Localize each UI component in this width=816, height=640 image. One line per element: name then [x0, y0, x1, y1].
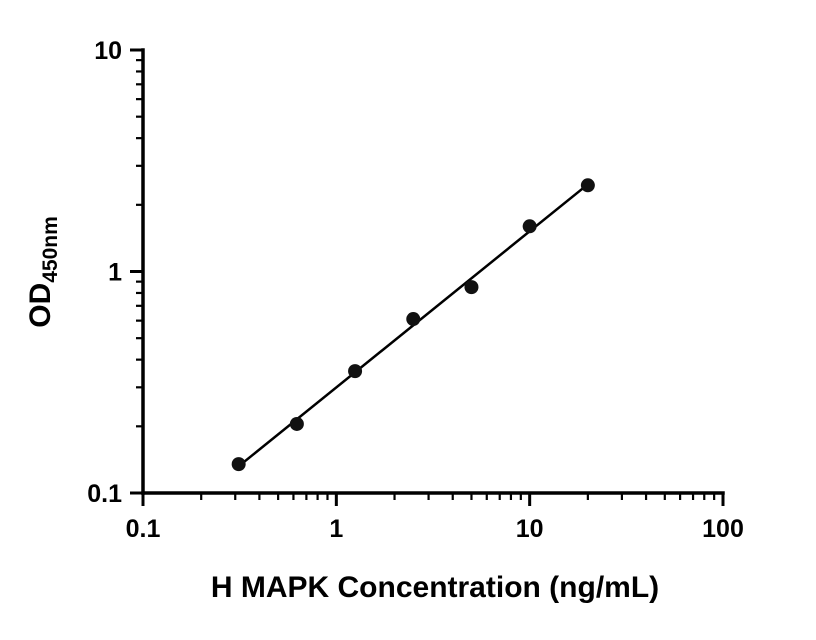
x-tick-label: 10: [516, 515, 544, 543]
y-axis-title: OD450nm: [24, 216, 62, 328]
x-axis-title: H MAPK Concentration (ng/mL): [211, 571, 659, 604]
y-tick-label: 1: [108, 259, 122, 287]
data-point: [580, 178, 595, 193]
data-point: [348, 364, 363, 379]
data-point: [231, 457, 246, 472]
y-tick-label: 10: [94, 37, 122, 65]
data-point: [522, 219, 537, 234]
y-axis-title-main: OD: [24, 283, 57, 328]
data-point: [406, 312, 421, 327]
y-tick-label: 0.1: [87, 480, 122, 508]
tick-labels: 0.1 1 10 100 0.1 1 10: [87, 37, 744, 543]
data-point: [464, 280, 479, 295]
x-tick-label: 0.1: [126, 515, 161, 543]
data-points: [231, 178, 595, 472]
x-tick-label: 100: [702, 515, 744, 543]
data-point: [289, 416, 304, 431]
tick-marks: [130, 48, 725, 506]
axes: [141, 48, 725, 495]
y-axis-title-subscript: 450nm: [39, 216, 62, 283]
x-tick-label: 1: [329, 515, 343, 543]
